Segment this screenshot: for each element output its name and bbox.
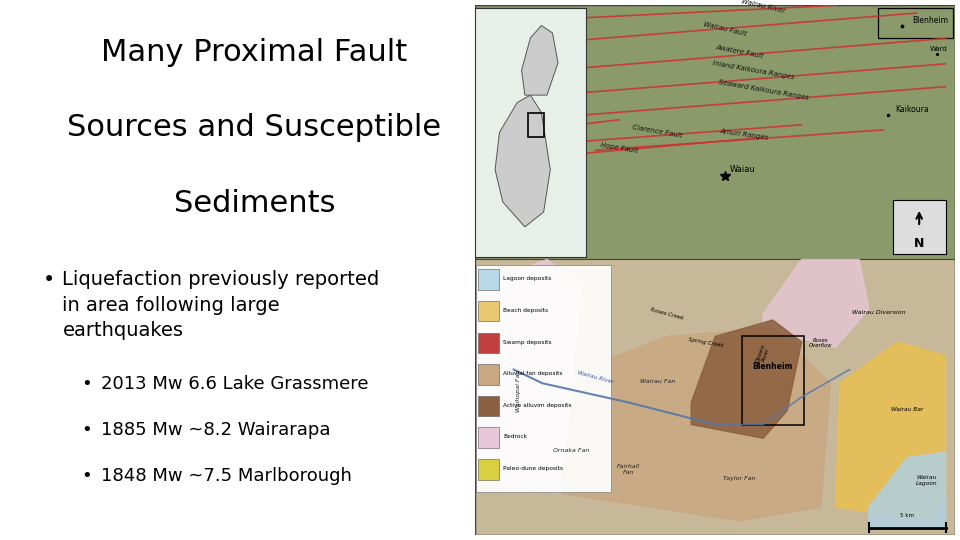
Text: Wairau
Lagoon: Wairau Lagoon (916, 475, 937, 486)
Text: Sources and Susceptible: Sources and Susceptible (67, 113, 442, 143)
Text: Hope Fault: Hope Fault (600, 142, 638, 154)
Text: Wairau Fan: Wairau Fan (640, 379, 675, 384)
Text: Bedrock: Bedrock (503, 435, 527, 440)
Text: Blenheim: Blenheim (912, 16, 948, 25)
Text: Many Proximal Fault: Many Proximal Fault (101, 38, 408, 67)
Text: Wairau Fault: Wairau Fault (703, 21, 747, 37)
Text: Amuri Ranges: Amuri Ranges (719, 128, 769, 141)
Text: Active alluvim deposits: Active alluvim deposits (503, 403, 571, 408)
Bar (528, 112, 543, 137)
Text: Waiau: Waiau (730, 165, 756, 174)
Text: Taylor Fan: Taylor Fan (723, 476, 756, 481)
Bar (477, 428, 499, 448)
Text: Opawa
River: Opawa River (755, 343, 772, 365)
Text: •: • (82, 467, 92, 485)
Text: Spring Creek: Spring Creek (687, 338, 724, 348)
Text: Alpine Fault: Alpine Fault (526, 116, 568, 131)
Text: •: • (82, 375, 92, 393)
Bar (477, 459, 499, 480)
Text: 5 km: 5 km (900, 513, 914, 518)
Text: Swamp deposits: Swamp deposits (503, 340, 552, 345)
Text: Clarence Fault: Clarence Fault (632, 124, 684, 138)
Bar (741, 336, 804, 424)
Text: Fairhall
Fan: Fairhall Fan (617, 464, 640, 475)
Text: Sediments: Sediments (174, 189, 335, 218)
Text: Kaikoura: Kaikoura (895, 105, 929, 114)
Bar (477, 396, 499, 416)
Text: N: N (914, 237, 924, 249)
Text: Blenheim: Blenheim (753, 362, 793, 372)
Bar (476, 265, 611, 492)
Text: •: • (43, 270, 56, 290)
Polygon shape (475, 259, 581, 494)
Bar (477, 333, 499, 353)
Bar (477, 364, 499, 385)
Text: 1848 Mw ~7.5 Marlborough: 1848 Mw ~7.5 Marlborough (101, 467, 351, 485)
Text: Wairau River: Wairau River (576, 370, 614, 384)
Text: Alluvial fan deposits: Alluvial fan deposits (503, 371, 563, 376)
Polygon shape (562, 328, 830, 521)
Bar (477, 269, 499, 290)
Polygon shape (495, 95, 550, 227)
Polygon shape (763, 259, 869, 347)
Text: Lagoon deposits: Lagoon deposits (503, 276, 551, 281)
Text: Beach deposits: Beach deposits (503, 308, 548, 313)
Text: Liquefaction previously reported
in area following large
earthquakes: Liquefaction previously reported in area… (62, 270, 379, 341)
Text: 42°S: 42°S (475, 139, 491, 144)
Text: Wairau Bar: Wairau Bar (891, 407, 924, 412)
Text: Paleo-dune deposits: Paleo-dune deposits (503, 466, 563, 471)
Text: Ornaka Fan: Ornaka Fan (553, 448, 589, 453)
Text: 1885 Mw ~8.2 Wairarapa: 1885 Mw ~8.2 Wairarapa (101, 421, 330, 439)
Polygon shape (521, 25, 558, 95)
Text: Ward: Ward (930, 46, 948, 52)
Text: Roses Creek: Roses Creek (650, 307, 684, 321)
Bar (477, 301, 499, 321)
Text: Inland Kaikoura Ranges: Inland Kaikoura Ranges (712, 60, 795, 80)
Bar (878, 8, 952, 38)
Text: Awatere Fault: Awatere Fault (715, 45, 763, 60)
Text: Seaward Kaikoura Ranges: Seaward Kaikoura Ranges (718, 79, 808, 100)
Polygon shape (869, 452, 946, 529)
Text: Wairau River: Wairau River (741, 0, 785, 14)
Polygon shape (835, 342, 946, 521)
Text: 2013 Mw 6.6 Lake Grassmere: 2013 Mw 6.6 Lake Grassmere (101, 375, 369, 393)
Bar (475, 5, 955, 259)
Text: 172°E: 172°E (605, 0, 624, 1)
Text: 42°S: 42°S (475, 68, 491, 72)
Text: Waihopai Fan: Waihopai Fan (516, 369, 521, 412)
Bar (475, 259, 955, 535)
Text: Wairau Diversion: Wairau Diversion (852, 310, 905, 315)
Polygon shape (691, 320, 802, 438)
Text: Roses
Overflow: Roses Overflow (809, 338, 832, 348)
Text: •: • (82, 421, 92, 439)
